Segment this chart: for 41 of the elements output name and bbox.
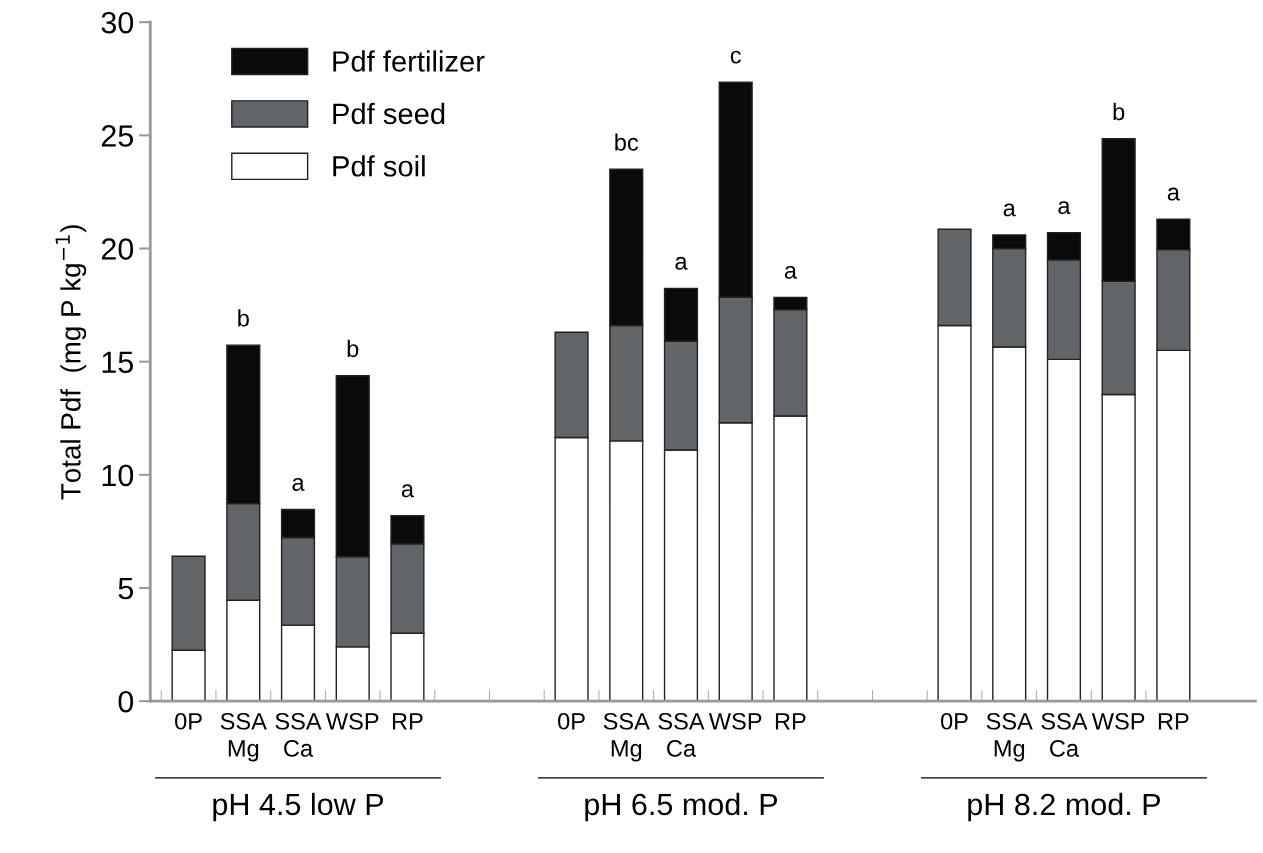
y-tick-label: 30 xyxy=(101,11,134,34)
annotation: bc xyxy=(615,133,639,151)
y-tick-label: 0 xyxy=(118,690,134,713)
x-tick-label: SSA Mg xyxy=(603,712,650,762)
annotation: a xyxy=(1167,187,1180,201)
legend-label: Pdf seed xyxy=(333,102,445,125)
x-tick-label: RP xyxy=(1158,713,1189,730)
legend-label: Pdf soil xyxy=(333,155,425,177)
y-tick-label: 20 xyxy=(101,238,134,260)
y-tick-label: 25 xyxy=(101,125,134,147)
annotation: a xyxy=(401,484,414,498)
x-tick-label: 0P xyxy=(941,712,968,730)
text: pH 4.5 low P xyxy=(213,792,384,822)
x-tick-label: 0P xyxy=(175,712,202,730)
annotation: b xyxy=(347,339,359,358)
x-tick-label: 0P xyxy=(558,712,585,730)
annotation: a xyxy=(1058,201,1071,215)
annotation: a xyxy=(292,477,305,491)
text: pH 6.5 mod. P xyxy=(585,792,778,822)
x-tick-label: SSA Ca xyxy=(1041,712,1088,757)
x-tick-label: WSP xyxy=(325,712,379,730)
annotation: b xyxy=(238,309,249,327)
x-tick-label: SSA Ca xyxy=(275,712,322,757)
annotation: c xyxy=(730,50,741,64)
x-tick-label: SSA Ca xyxy=(658,712,705,757)
x-tick-label: WSP xyxy=(1091,712,1145,730)
x-tick-label: RP xyxy=(392,713,423,730)
y-tick-label: 15 xyxy=(102,351,134,374)
annotation: a xyxy=(784,265,797,279)
x-tick-label: WSP xyxy=(708,712,762,730)
annotation: a xyxy=(1003,203,1016,217)
y-tick-label: 10 xyxy=(102,464,134,487)
y-axis-title: Total Pdf (mg P kg$^{−1}$) xyxy=(55,225,87,500)
x-tick-label: RP xyxy=(775,713,806,730)
y-tick-label: 5 xyxy=(118,578,134,600)
annotation: b xyxy=(1113,102,1125,121)
x-tick-label: SSA Mg xyxy=(220,712,267,762)
text: pH 8.2 mod. P xyxy=(968,792,1160,822)
x-tick-label: SSA Mg xyxy=(986,712,1033,762)
legend-label: Pdf fertilizer xyxy=(333,50,485,72)
annotation: a xyxy=(675,256,688,270)
